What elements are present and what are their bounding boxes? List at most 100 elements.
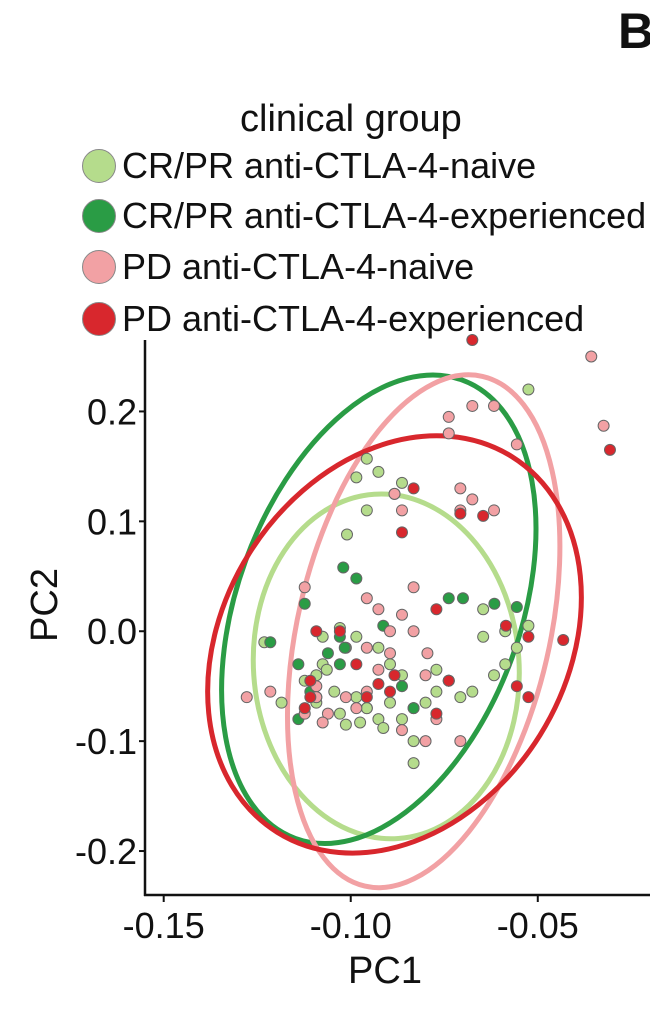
point-series-2-29 bbox=[421, 647, 434, 660]
point-series-1-13 bbox=[456, 592, 469, 605]
point-series-2-35 bbox=[372, 663, 385, 676]
point-series-0-44 bbox=[339, 718, 352, 731]
point-series-2-33 bbox=[350, 702, 363, 715]
legend-swatch-crpr-experienced bbox=[82, 199, 116, 233]
y-axis-label: PC2 bbox=[24, 568, 66, 642]
point-series-2-13 bbox=[466, 399, 479, 412]
point-series-0-30 bbox=[430, 663, 443, 676]
legend-label-crpr-experienced: CR/PR anti-CTLA-4-experienced bbox=[122, 195, 647, 236]
legend-swatch-pd-experienced bbox=[82, 302, 116, 336]
point-series-2-5 bbox=[360, 592, 373, 605]
point-series-3-13 bbox=[442, 674, 455, 687]
point-series-1-2 bbox=[321, 647, 334, 660]
point-series-2-26 bbox=[585, 350, 598, 363]
point-series-0-45 bbox=[354, 716, 367, 729]
point-series-2-9 bbox=[419, 669, 432, 682]
point-series-0-23 bbox=[372, 641, 385, 654]
point-series-1-16 bbox=[395, 680, 408, 693]
x-axis-label: PC1 bbox=[348, 950, 422, 992]
x-tick-label-1: -0.10 bbox=[310, 905, 392, 946]
point-series-1-10 bbox=[298, 597, 311, 610]
legend-swatch-pd-naive bbox=[82, 250, 116, 284]
point-series-0-39 bbox=[522, 619, 535, 632]
point-series-2-23 bbox=[407, 581, 420, 594]
point-series-3-4 bbox=[454, 507, 467, 520]
ellipse-series-3 bbox=[205, 433, 584, 856]
legend-label-pd-experienced: PD anti-CTLA-4-experienced bbox=[122, 298, 585, 339]
legend-item-pd-experienced: PD anti-CTLA-4-experienced bbox=[82, 298, 585, 339]
point-series-0-38 bbox=[510, 641, 523, 654]
point-series-3-3 bbox=[395, 526, 408, 539]
point-series-3-20 bbox=[304, 674, 317, 687]
legend-swatch-crpr-naive bbox=[82, 149, 116, 183]
y-tick-label-4: -0.2 bbox=[75, 831, 137, 872]
point-series-0-27 bbox=[407, 735, 420, 748]
point-series-0-13 bbox=[328, 685, 341, 698]
point-series-1-1 bbox=[350, 572, 363, 585]
point-layer bbox=[240, 334, 616, 770]
point-series-3-11 bbox=[384, 685, 397, 698]
point-series-3-15 bbox=[522, 630, 535, 643]
point-series-1-8 bbox=[264, 636, 277, 649]
point-series-0-0 bbox=[350, 471, 363, 484]
point-series-3-8 bbox=[304, 691, 317, 704]
point-series-2-28 bbox=[407, 625, 420, 638]
point-series-0-40 bbox=[454, 691, 467, 704]
point-series-3-10 bbox=[372, 677, 385, 690]
point-series-1-0 bbox=[337, 561, 350, 574]
point-series-0-46 bbox=[377, 721, 390, 734]
point-series-0-24 bbox=[395, 713, 408, 726]
point-series-2-0 bbox=[298, 581, 311, 594]
point-series-2-27 bbox=[597, 419, 610, 432]
point-series-0-16 bbox=[333, 707, 346, 720]
point-series-2-22 bbox=[388, 487, 401, 500]
legend-title: clinical group bbox=[240, 98, 462, 140]
ellipse-layer bbox=[205, 372, 584, 891]
point-series-0-5 bbox=[341, 528, 353, 541]
point-series-2-3 bbox=[321, 707, 334, 720]
point-series-3-7 bbox=[310, 625, 323, 638]
point-series-2-38 bbox=[454, 735, 467, 748]
point-series-2-25 bbox=[384, 647, 397, 660]
point-series-2-32 bbox=[339, 691, 352, 704]
point-series-1-17 bbox=[333, 658, 346, 671]
y-tick-label-1: 0.1 bbox=[87, 501, 137, 542]
point-series-3-19 bbox=[430, 707, 443, 720]
point-series-0-41 bbox=[522, 383, 535, 396]
point-series-1-11 bbox=[407, 702, 420, 715]
y-tick-label-0: 0.2 bbox=[87, 391, 137, 432]
point-series-0-17 bbox=[350, 691, 363, 704]
point-series-2-21 bbox=[395, 504, 408, 517]
point-series-3-21 bbox=[360, 691, 373, 704]
point-series-3-2 bbox=[407, 482, 420, 495]
point-series-1-12 bbox=[442, 592, 455, 605]
point-series-3-12 bbox=[430, 603, 443, 616]
point-series-0-4 bbox=[360, 504, 373, 517]
point-series-0-26 bbox=[419, 696, 432, 709]
point-series-0-20 bbox=[384, 696, 397, 709]
legend-label-crpr-naive: CR/PR anti-CTLA-4-naive bbox=[122, 145, 537, 186]
point-series-2-16 bbox=[442, 427, 455, 440]
point-series-0-35 bbox=[477, 630, 490, 643]
point-series-0-28 bbox=[407, 757, 420, 770]
legend-item-crpr-naive: CR/PR anti-CTLA-4-naive bbox=[82, 145, 537, 186]
point-series-1-15 bbox=[510, 601, 523, 614]
axes-layer: 0.2 0.1 0.0 -0.1 -0.2 -0.15 -0.10 -0.05 bbox=[75, 340, 650, 946]
point-series-2-20 bbox=[488, 504, 501, 517]
point-series-2-7 bbox=[372, 603, 385, 616]
point-series-3-22 bbox=[388, 669, 401, 682]
point-series-0-34 bbox=[499, 658, 512, 671]
y-tick-label-2: 0.0 bbox=[87, 611, 137, 652]
legend-item-crpr-experienced: CR/PR anti-CTLA-4-experienced bbox=[82, 195, 647, 236]
point-series-0-36 bbox=[477, 603, 490, 616]
point-series-0-47 bbox=[320, 663, 333, 676]
point-series-2-14 bbox=[488, 399, 501, 412]
point-series-3-23 bbox=[298, 702, 311, 715]
point-series-3-9 bbox=[350, 658, 363, 671]
point-series-1-4 bbox=[338, 641, 351, 654]
point-series-3-0 bbox=[466, 334, 479, 346]
ellipse-series-2 bbox=[284, 372, 563, 891]
point-series-0-15 bbox=[275, 696, 288, 709]
point-series-3-18 bbox=[499, 619, 512, 632]
